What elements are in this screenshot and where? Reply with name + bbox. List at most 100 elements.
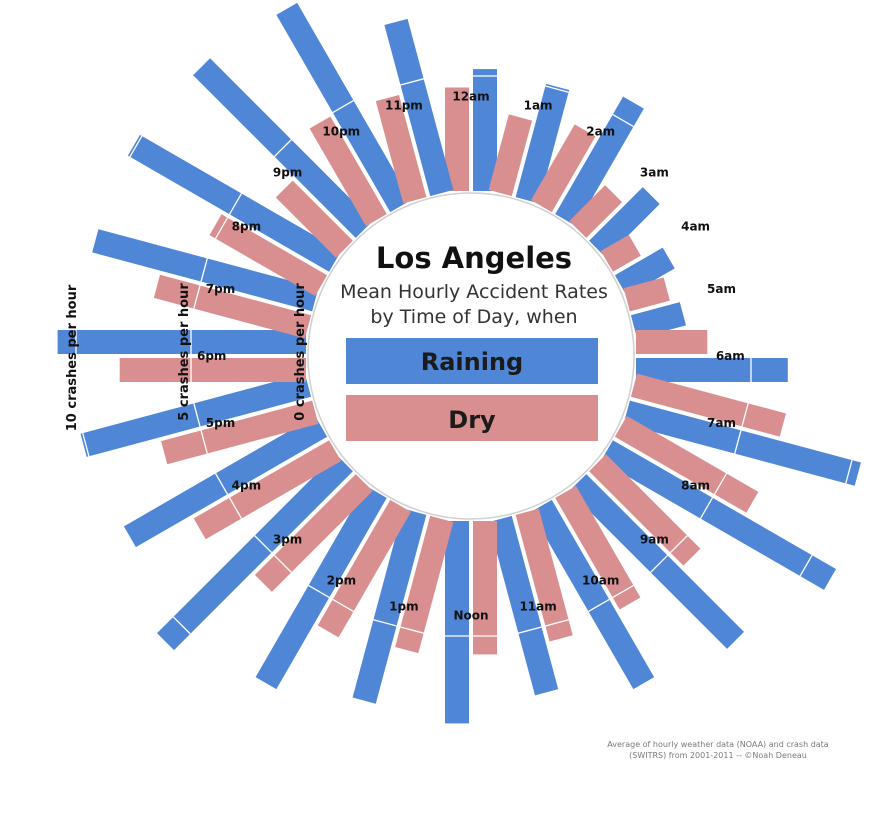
bar-dry-9am <box>589 454 701 566</box>
scale-tick-raining-1am-5 <box>545 85 569 93</box>
bar-raining-7pm <box>92 229 319 312</box>
bar-dry-2am <box>530 124 596 213</box>
hour-label-6am: 6am <box>716 349 745 363</box>
scale-tick-raining-4pm-5 <box>214 473 229 495</box>
scale-tick-dry-7am-5 <box>741 403 749 427</box>
hour-group-10pm <box>276 2 412 227</box>
hour-group-5pm <box>80 373 319 465</box>
hour-group-9am <box>569 454 745 649</box>
bar-dry-2pm <box>317 499 412 638</box>
bar-raining-8am <box>600 440 836 590</box>
hour-group-3am <box>569 185 660 258</box>
chart-subtitle-line1: Mean Hourly Accident Rates <box>340 281 608 303</box>
hour-label-7pm: 7pm <box>206 282 235 296</box>
hour-group-8am <box>600 415 836 590</box>
hour-group-4pm <box>123 415 342 548</box>
bar-dry-6am <box>636 330 708 354</box>
scale-tick-raining-10pm-5 <box>332 99 354 114</box>
scale-tick-dry-1pm-5 <box>400 626 424 634</box>
legend: Raining Dry <box>346 338 598 441</box>
bar-dry-7am <box>630 373 786 437</box>
scale-tick-dry-5pm-5 <box>200 430 208 454</box>
bar-raining-9am <box>569 474 745 649</box>
hour-label-5am: 5am <box>707 282 736 296</box>
hour-group-noon <box>445 521 497 724</box>
bar-dry-7pm <box>153 274 312 339</box>
hour-group-11am <box>488 508 573 696</box>
legend-label-raining: Raining <box>421 348 523 376</box>
bar-raining-11pm <box>384 18 454 197</box>
scale-tick-dry-3pm-5 <box>273 554 292 573</box>
hour-group-10am <box>530 485 655 690</box>
hour-group-8pm <box>127 134 342 297</box>
scale-tick-raining-11pm-5 <box>400 78 424 86</box>
scale-tick-dry-10am-5 <box>612 584 634 599</box>
hour-label-5pm: 5pm <box>206 416 235 430</box>
hour-labels-layer: 12am 1am 2am 3am 4am 5am 6am 7am 8am 9am 10am 11am N… <box>197 90 745 623</box>
bar-raining-10pm <box>276 2 412 213</box>
hour-group-4am <box>600 234 675 297</box>
bar-raining-4pm <box>123 415 328 548</box>
hour-label-3am: 3am <box>640 166 669 180</box>
scale-tick-raining-9pm-5 <box>273 139 292 158</box>
hour-group-1am <box>488 83 570 204</box>
bar-raining-1am <box>515 83 570 204</box>
bar-raining-noon <box>445 521 469 724</box>
bar-dry-1pm <box>395 515 454 654</box>
scale-tick-raining-2am-5 <box>612 113 634 128</box>
legend-swatch-raining <box>346 338 598 384</box>
bar-dry-5pm <box>161 400 319 465</box>
scale-label-0: 0 crashes per hour <box>293 283 308 421</box>
hour-group-2am <box>530 96 644 227</box>
scale-tick-raining-7am-10 <box>845 459 853 484</box>
bar-dry-4am <box>600 234 641 272</box>
hour-group-5am <box>623 277 686 339</box>
scale-tick-dry-8am-5 <box>713 473 728 495</box>
bar-raining-5pm <box>80 373 312 457</box>
bar-raining-3am <box>589 187 660 258</box>
hour-label-1am: 1am <box>524 99 553 113</box>
bar-dry-8pm <box>209 214 328 297</box>
scale-tick-raining-5pm-5 <box>193 403 201 427</box>
hour-group-3pm <box>157 454 373 651</box>
hour-label-3pm: 3pm <box>273 532 302 546</box>
bar-dry-10am <box>555 485 641 610</box>
scale-label-10: 10 crashes per hour <box>65 284 80 431</box>
scale-tick-raining-7am-5 <box>734 430 742 454</box>
hour-label-10am: 10am <box>582 574 619 588</box>
bar-dry-12am <box>445 87 469 191</box>
bar-raining-3pm <box>157 454 353 651</box>
scale-labels: 0 crashes per hour 5 crashes per hour 10… <box>65 283 308 432</box>
hour-label-noon: Noon <box>453 608 488 622</box>
scale-tick-raining-7pm-5 <box>200 258 208 282</box>
legend-label-dry: Dry <box>448 406 496 434</box>
hour-group-1pm <box>352 508 454 704</box>
hour-group-12am <box>445 69 497 191</box>
scale-tick-raining-10am-5 <box>588 598 610 613</box>
scale-tick-raining-2pm-5 <box>308 584 330 599</box>
scale-tick-dry-9am-5 <box>669 535 688 554</box>
bar-dry-6pm <box>119 358 306 382</box>
hour-label-9am: 9am <box>640 532 669 546</box>
bar-raining-12am <box>473 69 497 191</box>
hour-label-6pm: 6pm <box>197 349 226 363</box>
bar-dry-9pm <box>275 180 353 258</box>
hour-label-2pm: 2pm <box>327 574 356 588</box>
hour-label-11am: 11am <box>519 600 556 614</box>
bar-raining-10am <box>530 499 655 690</box>
scale-label-5: 5 crashes per hour <box>177 283 192 421</box>
bar-raining-2pm <box>255 485 387 690</box>
scale-tick-dry-4pm-5 <box>228 497 243 519</box>
hour-group-6pm <box>57 330 306 382</box>
bar-dry-11pm <box>375 94 427 204</box>
scale-tick-dry-7pm-5 <box>193 285 201 309</box>
bar-dry-5am <box>623 277 670 312</box>
legend-swatch-dry <box>346 395 598 441</box>
bar-dry-11am <box>515 508 573 642</box>
scale-tick-raining-3pm-10 <box>172 616 191 635</box>
scale-tick-raining-8am-10 <box>799 554 813 577</box>
bar-raining-2am <box>555 96 644 227</box>
hour-group-7am <box>623 373 861 486</box>
bar-raining-6pm <box>57 330 306 354</box>
